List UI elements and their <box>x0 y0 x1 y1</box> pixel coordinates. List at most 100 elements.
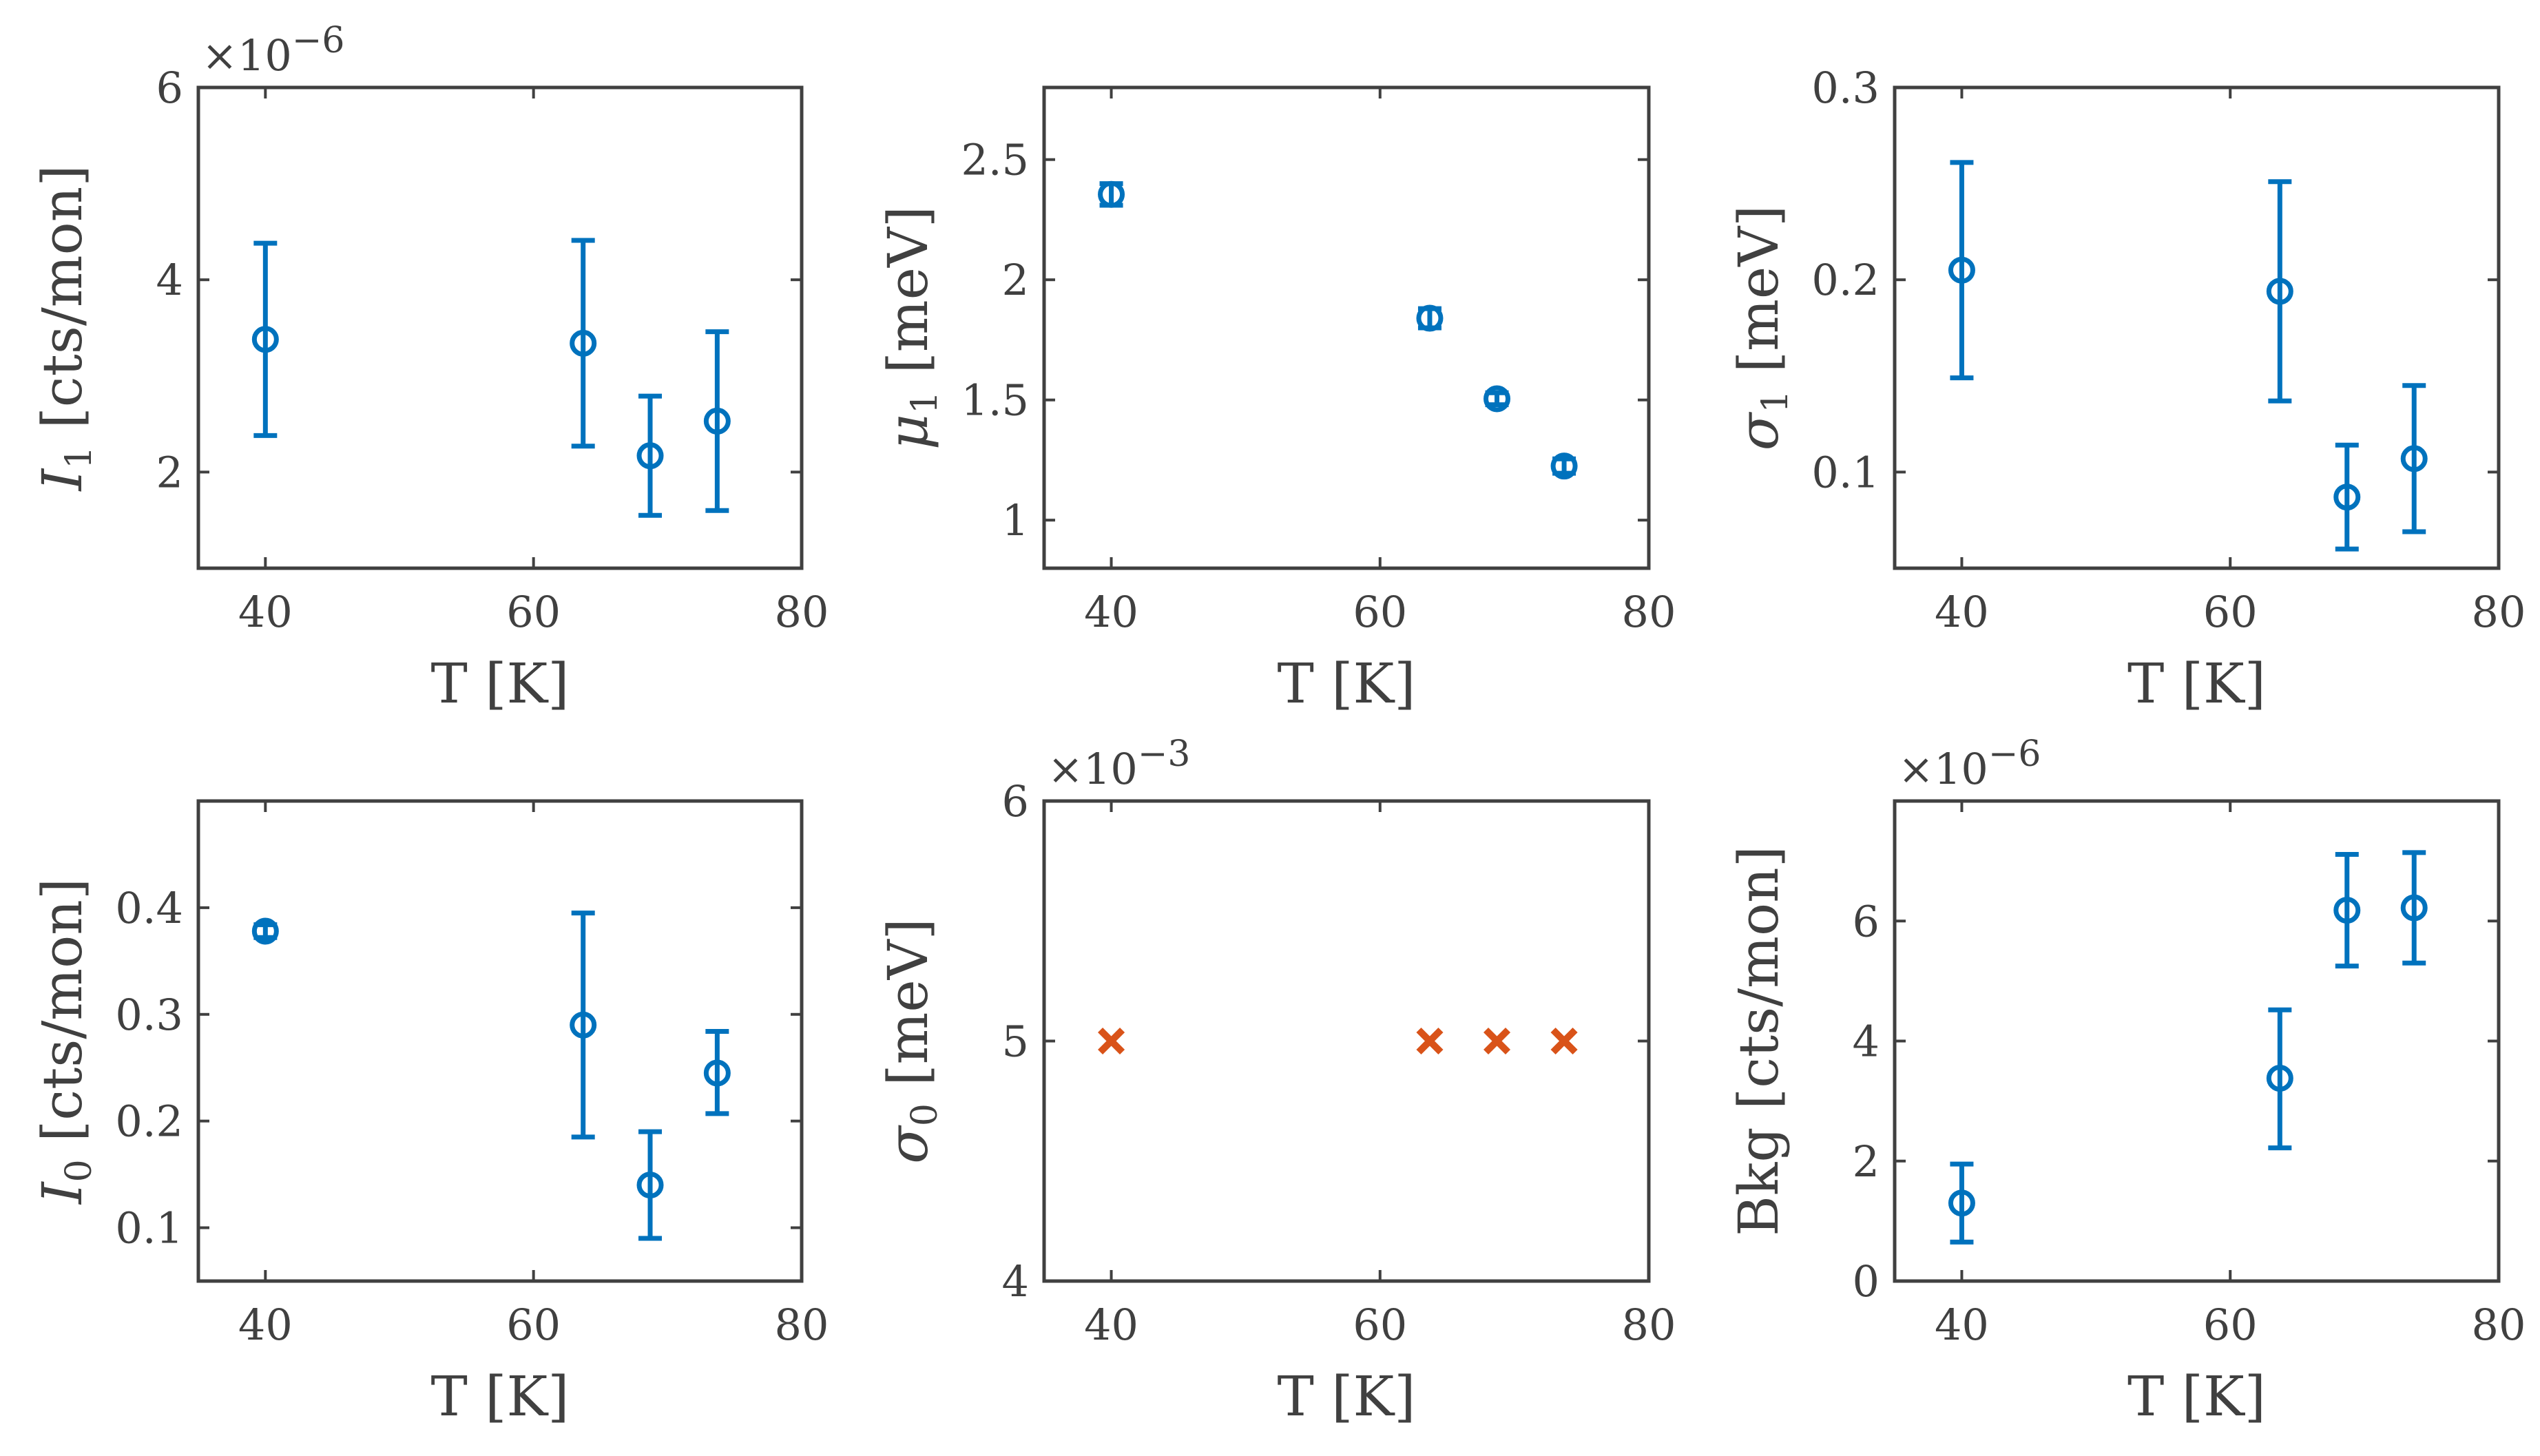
data-point-circle <box>2400 894 2428 922</box>
y-tick-label: 6 <box>1853 896 1880 946</box>
data-point-circle <box>703 1059 731 1087</box>
y-tick-label: 0.1 <box>115 1203 183 1254</box>
y-tick-label: 4 <box>156 255 183 305</box>
data-point-circle <box>1484 385 1511 413</box>
y-label-symbol: σ <box>876 1125 940 1164</box>
data-point-x-marker <box>1098 1027 1125 1055</box>
axis-multiplier: ×10−6 <box>202 20 345 81</box>
y-label-symbol: μ <box>876 414 940 450</box>
x-tick-label: 80 <box>1622 1300 1676 1350</box>
y-tick-label: 5 <box>1002 1017 1029 1067</box>
data-point-circle <box>1948 1189 1975 1217</box>
multiplier-exponent: −3 <box>1138 734 1191 775</box>
x-axis-label: T [K] <box>431 652 570 716</box>
x-tick-label: 80 <box>775 587 829 637</box>
data-point-x-marker <box>1483 1027 1511 1055</box>
panel-top-right: 40 60 80 0.1 0.2 0.3 T [K] σ1 [meV] <box>1727 63 2526 716</box>
data-point-circle <box>2333 897 2361 924</box>
x-tick-label: 60 <box>1353 1300 1407 1350</box>
y-tick-label: 2 <box>1853 1136 1880 1187</box>
panel-bottom-middle: 40 60 80 4 5 6 ×10−3 T [K] σ0 [meV] <box>876 734 1676 1428</box>
y-tick-label: 2 <box>1002 255 1029 305</box>
data-point-circle <box>1948 256 1975 284</box>
data-point-circle <box>251 917 279 945</box>
y-label-subscript: 1 <box>1755 391 1796 413</box>
y-label-unit: [meV] <box>876 918 940 1103</box>
y-tick-label: 0 <box>1853 1256 1880 1307</box>
data-point-circle <box>703 407 731 435</box>
x-tick-label: 80 <box>2472 587 2526 637</box>
y-tick-label: 0.2 <box>115 1096 183 1147</box>
y-label-unit: [meV] <box>876 206 940 391</box>
x-tick-label: 40 <box>1935 1300 1989 1350</box>
y-label-subscript: 1 <box>904 391 946 414</box>
data-point-circle <box>2400 445 2428 472</box>
axes-frame <box>1893 799 2501 1283</box>
y-label-subscript: 0 <box>59 1159 100 1182</box>
y-axis-label: Bkg [cts/mon] <box>1727 846 1791 1236</box>
data-point-circle <box>2266 278 2293 305</box>
y-label-symbol: Bkg <box>1727 1127 1791 1236</box>
data-point-x-marker <box>1550 1027 1578 1055</box>
axis-multiplier: ×10−6 <box>1898 734 2041 794</box>
y-label-unit: [cts/mon] <box>1727 846 1791 1127</box>
panel-bottom-left: 40 60 80 0.1 0.2 0.3 0.4 T [K] I0 [cts/mon] <box>30 799 829 1428</box>
y-axis-label: I0 [cts/mon] <box>30 878 100 1205</box>
axes-frame <box>1893 85 2501 570</box>
data-point-circle <box>2266 1065 2293 1092</box>
x-axis-label: T [K] <box>2127 652 2266 716</box>
multiplier-exponent: −6 <box>292 20 345 61</box>
x-tick-label: 40 <box>238 1300 293 1350</box>
y-label-subscript: 0 <box>904 1103 946 1126</box>
x-tick-label: 60 <box>506 1300 561 1350</box>
y-tick-label: 1 <box>1002 495 1029 545</box>
data-point-circle <box>2333 483 2361 511</box>
x-tick-label: 40 <box>1084 587 1138 637</box>
y-axis-label: I1 [cts/mon] <box>30 165 100 492</box>
y-tick-label: 4 <box>1002 1256 1029 1307</box>
data-point-circle <box>570 329 597 357</box>
panel-top-left: 40 60 80 2 4 6 ×10−6 T [K] I1 [cts/mon] <box>30 20 829 716</box>
data-point-circle <box>570 1011 597 1039</box>
y-label-symbol: I <box>30 1181 94 1205</box>
y-label-unit: [cts/mon] <box>30 878 94 1159</box>
y-axis-label: μ1 [meV] <box>876 206 946 450</box>
y-label-symbol: I <box>30 468 94 492</box>
axes-frame <box>196 85 804 570</box>
x-axis-label: T [K] <box>1278 652 1416 716</box>
x-tick-label: 40 <box>1935 587 1989 637</box>
x-tick-label: 40 <box>238 587 293 637</box>
axes-frame <box>1042 85 1651 570</box>
x-tick-label: 80 <box>775 1300 829 1350</box>
axis-multiplier: ×10−3 <box>1048 734 1191 794</box>
data-point-circle <box>636 442 664 470</box>
y-axis-label: σ0 [meV] <box>876 918 946 1164</box>
y-tick-label: 0.4 <box>115 883 183 933</box>
y-tick-label: 0.2 <box>1811 255 1880 305</box>
x-tick-label: 60 <box>1353 587 1407 637</box>
x-tick-label: 60 <box>2203 1300 2258 1350</box>
panel-bottom-right: 40 60 80 0 2 4 6 ×10−6 T [K] Bkg [cts/mon] <box>1727 734 2526 1428</box>
x-tick-label: 80 <box>2472 1300 2526 1350</box>
x-tick-label: 40 <box>1084 1300 1138 1350</box>
y-tick-label: 0.3 <box>1811 63 1880 113</box>
data-point-circle <box>636 1172 664 1199</box>
y-tick-label: 6 <box>1002 776 1029 826</box>
x-tick-label: 80 <box>1622 587 1676 637</box>
y-label-subscript: 1 <box>59 446 100 469</box>
data-point-circle <box>251 326 279 353</box>
data-point-circle <box>1550 453 1578 480</box>
x-tick-label: 60 <box>506 587 561 637</box>
y-label-unit: [meV] <box>1727 205 1791 391</box>
y-tick-label: 4 <box>1853 1017 1880 1067</box>
x-axis-label: T [K] <box>431 1364 570 1428</box>
multiplier-exponent: −6 <box>1988 734 2041 775</box>
data-point-circle <box>1416 304 1444 332</box>
x-axis-label: T [K] <box>2127 1364 2266 1428</box>
y-axis-label: σ1 [meV] <box>1727 205 1796 451</box>
y-tick-label: 6 <box>156 63 183 113</box>
y-tick-label: 1.5 <box>961 375 1029 426</box>
y-label-unit: [cts/mon] <box>30 165 94 446</box>
